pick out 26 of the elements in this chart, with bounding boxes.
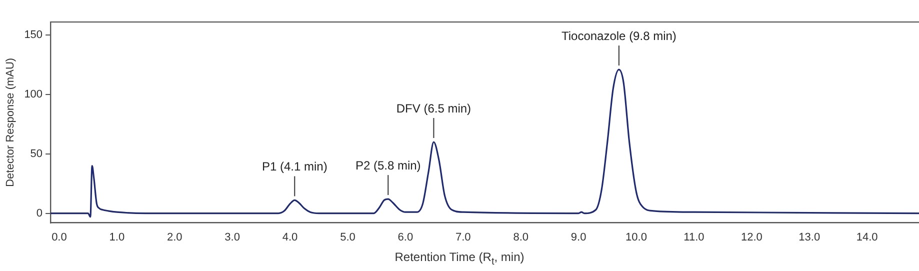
x-axis-title: Retention Time (R$_{t}$, min) — [394, 250, 526, 268]
annotation: Tioconazole (9.8 min) — [561, 28, 676, 43]
x-tick-label: 9.0 — [570, 231, 586, 244]
x-tick-label: 11.0 — [684, 231, 704, 244]
x-tick-label: 7.0 — [455, 231, 471, 244]
x-tick-label: 4.0 — [282, 231, 298, 244]
x-tick-label: 3.0 — [224, 231, 240, 244]
annotation: P1 (4.1 min) — [262, 160, 328, 174]
x-tick-label: 8.0 — [513, 231, 528, 244]
x-tick-label: 5.0 — [340, 231, 356, 244]
x-tick-label: 0.0 — [52, 231, 67, 244]
line-series — [50, 68, 919, 218]
y-tick-label: 0 — [36, 207, 43, 220]
x-tick-label: 2.0 — [166, 231, 182, 244]
y-axis-title: Detector Response (mAU) — [4, 58, 17, 187]
x-tick-label: 13.0 — [798, 231, 820, 244]
y-tick-label: 50 — [30, 148, 43, 160]
x-tick-label: 1.0 — [109, 231, 125, 244]
x-tick-label: 6.0 — [398, 231, 414, 244]
x-tick-label: 10.0 — [626, 231, 647, 244]
annotation: DFV (6.5 min) — [396, 101, 472, 116]
y-tick-label: 100 — [24, 88, 43, 101]
y-tick-label: 150 — [24, 29, 43, 42]
x-tick-label: 14.0 — [856, 231, 878, 244]
x-tick-label: 12.0 — [740, 231, 762, 244]
annotation: P2 (5.8 min) — [355, 158, 421, 172]
